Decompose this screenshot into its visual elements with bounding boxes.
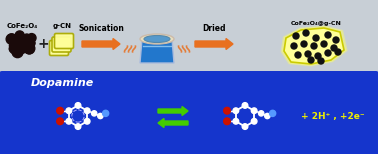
Circle shape — [295, 52, 301, 58]
Circle shape — [84, 118, 90, 124]
Circle shape — [24, 43, 35, 54]
Circle shape — [9, 45, 16, 52]
Circle shape — [233, 118, 239, 124]
Text: Sonication: Sonication — [78, 24, 124, 33]
Circle shape — [66, 108, 72, 113]
Circle shape — [6, 34, 16, 44]
Circle shape — [331, 45, 337, 51]
Circle shape — [23, 38, 30, 45]
Circle shape — [25, 44, 34, 54]
Ellipse shape — [144, 36, 170, 43]
FancyBboxPatch shape — [0, 71, 378, 154]
Circle shape — [335, 49, 341, 55]
Circle shape — [17, 44, 26, 53]
Circle shape — [57, 118, 64, 125]
Circle shape — [9, 34, 17, 42]
Circle shape — [313, 35, 319, 41]
Circle shape — [315, 53, 321, 59]
Circle shape — [270, 110, 276, 116]
Circle shape — [301, 41, 307, 47]
Bar — [0, 0, 378, 77]
Circle shape — [242, 103, 248, 108]
Ellipse shape — [140, 34, 174, 44]
Text: Dried: Dried — [202, 24, 226, 33]
Circle shape — [21, 39, 31, 49]
Circle shape — [75, 124, 81, 129]
Circle shape — [14, 39, 25, 49]
Circle shape — [233, 108, 239, 113]
Circle shape — [291, 43, 297, 49]
Circle shape — [308, 57, 314, 63]
FancyArrow shape — [158, 107, 188, 116]
Circle shape — [265, 113, 270, 119]
Circle shape — [251, 118, 257, 124]
Circle shape — [7, 34, 16, 43]
Circle shape — [333, 37, 339, 43]
Text: +: + — [37, 37, 49, 51]
Text: CoFe₂O₄@g-CN: CoFe₂O₄@g-CN — [291, 21, 341, 26]
Polygon shape — [140, 39, 174, 63]
Circle shape — [251, 108, 257, 113]
FancyArrow shape — [158, 118, 188, 128]
Text: + 2H⁺ , +2e⁻: + 2H⁺ , +2e⁻ — [301, 111, 365, 120]
Circle shape — [12, 47, 23, 58]
Circle shape — [242, 124, 248, 129]
Circle shape — [318, 58, 324, 64]
Circle shape — [28, 40, 35, 47]
Circle shape — [293, 33, 299, 39]
Circle shape — [325, 50, 331, 56]
Circle shape — [15, 31, 24, 40]
Circle shape — [9, 42, 17, 49]
Circle shape — [84, 108, 90, 113]
Text: g-CN: g-CN — [53, 23, 71, 29]
Circle shape — [15, 36, 25, 47]
Circle shape — [325, 32, 331, 38]
Circle shape — [303, 30, 309, 36]
FancyBboxPatch shape — [50, 41, 68, 55]
Circle shape — [14, 44, 25, 55]
Circle shape — [102, 110, 109, 116]
Circle shape — [91, 111, 97, 116]
Circle shape — [305, 51, 311, 57]
Text: CoFe₂O₄: CoFe₂O₄ — [6, 23, 38, 29]
Circle shape — [27, 39, 35, 47]
FancyArrow shape — [195, 38, 233, 49]
Circle shape — [18, 43, 28, 53]
Circle shape — [224, 118, 231, 125]
Circle shape — [98, 113, 103, 119]
Text: Dopamine: Dopamine — [30, 78, 94, 88]
Polygon shape — [284, 28, 344, 64]
Circle shape — [259, 111, 264, 116]
FancyBboxPatch shape — [52, 37, 71, 52]
Circle shape — [224, 107, 231, 114]
Circle shape — [311, 43, 317, 49]
Circle shape — [17, 36, 28, 47]
FancyArrow shape — [82, 38, 120, 49]
Circle shape — [23, 34, 30, 41]
Circle shape — [66, 118, 72, 124]
Circle shape — [27, 34, 36, 42]
Circle shape — [75, 103, 81, 108]
FancyBboxPatch shape — [54, 34, 73, 49]
Circle shape — [10, 45, 19, 54]
Circle shape — [57, 107, 64, 114]
Circle shape — [321, 41, 327, 47]
